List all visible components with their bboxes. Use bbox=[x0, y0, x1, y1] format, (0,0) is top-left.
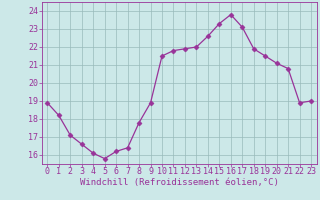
X-axis label: Windchill (Refroidissement éolien,°C): Windchill (Refroidissement éolien,°C) bbox=[80, 178, 279, 187]
